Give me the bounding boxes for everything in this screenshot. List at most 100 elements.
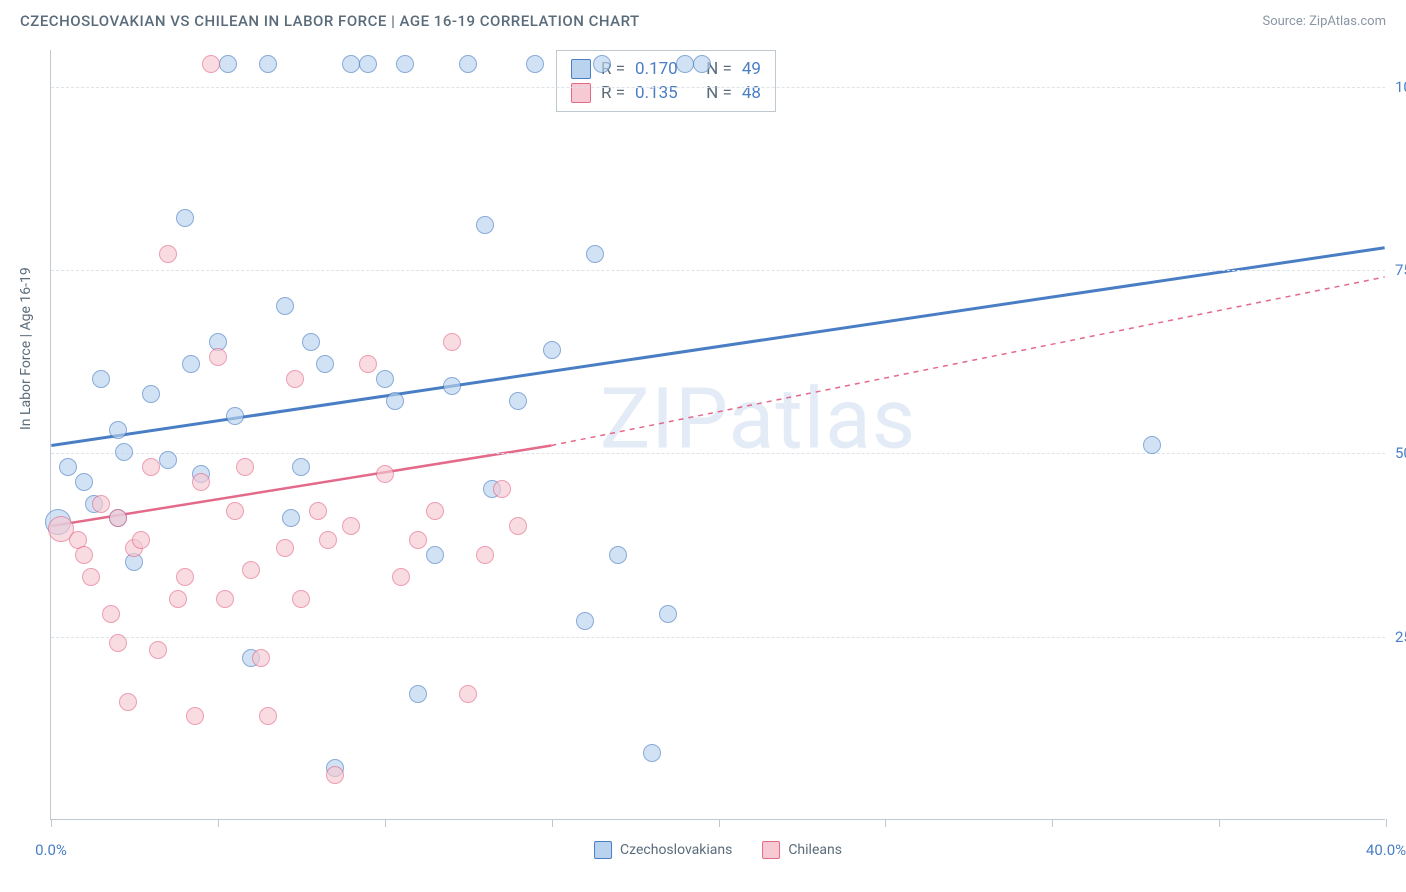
data-point (659, 605, 677, 623)
legend-item-0: Czechoslovakians (594, 841, 732, 859)
stat-n-value: 49 (742, 59, 761, 79)
data-point (509, 392, 527, 410)
data-point (115, 443, 133, 461)
data-point (286, 370, 304, 388)
data-point (576, 612, 594, 630)
y-tick-label: 75.0% (1395, 261, 1406, 279)
data-point (109, 634, 127, 652)
data-point (259, 55, 277, 73)
data-point (426, 546, 444, 564)
data-point (443, 377, 461, 395)
data-point (276, 539, 294, 557)
x-tick (385, 819, 386, 827)
data-point (142, 385, 160, 403)
stats-row-series-1: R = 0.135 N = 48 (571, 81, 761, 105)
legend-label: Chileans (788, 842, 842, 858)
data-point (109, 509, 127, 527)
data-point (75, 473, 93, 491)
data-point (302, 333, 320, 351)
data-point (202, 55, 220, 73)
data-point (82, 568, 100, 586)
data-point (226, 407, 244, 425)
data-point (409, 685, 427, 703)
data-point (182, 355, 200, 373)
stats-legend-box: R = 0.170 N = 49 R = 0.135 N = 48 (556, 50, 776, 112)
data-point (459, 55, 477, 73)
data-point (543, 341, 561, 359)
x-tick-label: 40.0% (1366, 841, 1406, 859)
data-point (226, 502, 244, 520)
data-point (142, 458, 160, 476)
x-tick (218, 819, 219, 827)
x-tick-label: 0.0% (35, 841, 67, 859)
data-point (426, 502, 444, 520)
data-point (159, 245, 177, 263)
data-point (326, 766, 344, 784)
data-point (359, 355, 377, 373)
chart-header: CZECHOSLOVAKIAN VS CHILEAN IN LABOR FORC… (0, 0, 1406, 38)
y-tick-label: 25.0% (1395, 628, 1406, 646)
gridline (51, 637, 1385, 638)
y-tick-label: 50.0% (1395, 444, 1406, 462)
y-tick-label: 100.0% (1395, 78, 1406, 96)
data-point (386, 392, 404, 410)
data-point (1143, 436, 1161, 454)
stat-r-value: 0.170 (635, 59, 678, 79)
data-point (396, 55, 414, 73)
data-point (443, 333, 461, 351)
legend-bottom: Czechoslovakians Chileans (594, 841, 842, 859)
x-tick (1052, 819, 1053, 827)
data-point (693, 55, 711, 73)
gridline (51, 87, 1385, 88)
data-point (259, 707, 277, 725)
data-point (132, 531, 150, 549)
data-point (476, 216, 494, 234)
trend-lines (51, 50, 1385, 819)
swatch-icon (571, 59, 591, 79)
data-point (392, 568, 410, 586)
legend-item-1: Chileans (762, 841, 842, 859)
y-axis-title: In Labor Force | Age 16-19 (18, 267, 34, 430)
chart-source: Source: ZipAtlas.com (1262, 14, 1386, 29)
x-tick (1219, 819, 1220, 827)
data-point (509, 517, 527, 535)
data-point (309, 502, 327, 520)
gridline (51, 453, 1385, 454)
data-point (359, 55, 377, 73)
data-point (159, 451, 177, 469)
data-point (242, 561, 260, 579)
data-point (493, 480, 511, 498)
data-point (593, 55, 611, 73)
data-point (92, 370, 110, 388)
data-point (102, 605, 120, 623)
x-tick (1386, 819, 1387, 827)
data-point (209, 348, 227, 366)
data-point (119, 693, 137, 711)
data-point (186, 707, 204, 725)
data-point (219, 55, 237, 73)
data-point (376, 465, 394, 483)
x-tick (552, 819, 553, 827)
swatch-icon (762, 841, 780, 859)
data-point (292, 590, 310, 608)
data-point (319, 531, 337, 549)
x-tick (51, 819, 52, 827)
data-point (176, 209, 194, 227)
swatch-icon (594, 841, 612, 859)
data-point (92, 495, 110, 513)
data-point (276, 297, 294, 315)
data-point (376, 370, 394, 388)
data-point (192, 473, 210, 491)
data-point (342, 517, 360, 535)
chart-title: CZECHOSLOVAKIAN VS CHILEAN IN LABOR FORC… (20, 12, 640, 30)
legend-label: Czechoslovakians (620, 842, 732, 858)
data-point (316, 355, 334, 373)
data-point (643, 744, 661, 762)
data-point (526, 55, 544, 73)
scatter-chart: ZIPatlas R = 0.170 N = 49 R = 0.135 N = … (50, 50, 1385, 820)
data-point (282, 509, 300, 527)
data-point (342, 55, 360, 73)
x-tick (885, 819, 886, 827)
data-point (586, 245, 604, 263)
data-point (459, 685, 477, 703)
